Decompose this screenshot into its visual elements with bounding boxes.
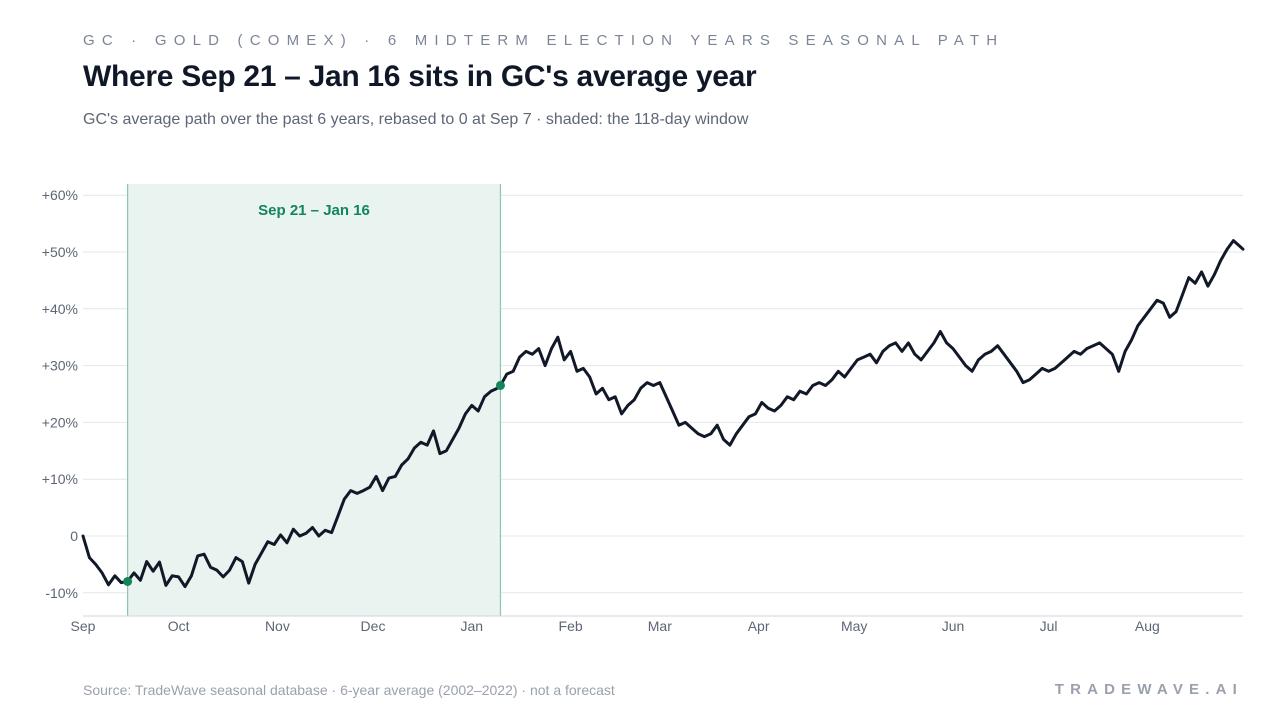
y-tick-label: +60% xyxy=(42,187,78,203)
window-label: Sep 21 – Jan 16 xyxy=(258,202,370,219)
chart-title: Where Sep 21 – Jan 16 sits in GC's avera… xyxy=(83,60,757,93)
x-tick-label: Jun xyxy=(942,618,965,634)
y-tick-label: +40% xyxy=(42,301,78,317)
x-tick-label: Aug xyxy=(1135,618,1160,634)
y-tick-label: +30% xyxy=(42,358,78,374)
x-tick-label: Apr xyxy=(748,618,770,634)
chart-subtitle: GC's average path over the past 6 years,… xyxy=(83,111,749,128)
y-tick-label: 0 xyxy=(70,528,78,544)
x-tick-label: Mar xyxy=(648,618,672,634)
window-start-marker xyxy=(123,576,133,586)
y-tick-label: +10% xyxy=(42,471,78,487)
x-tick-label: Jul xyxy=(1040,618,1058,634)
brand-logo: TRADEWAVE.AI xyxy=(1054,681,1243,698)
x-tick-label: Dec xyxy=(361,618,386,634)
series-layer xyxy=(81,239,1245,589)
window-end-marker xyxy=(495,380,505,390)
highlight-window: Sep 21 – Jan 16 xyxy=(127,184,502,616)
y-tick-label: +50% xyxy=(42,244,78,260)
axes: +60% +50% +40% +30% +20% +10% 0 -10% Sep Oct Nov De… xyxy=(42,187,1243,634)
x-tick-label: Oct xyxy=(168,618,190,634)
source-note: Source: TradeWave seasonal database · 6-… xyxy=(83,682,615,698)
x-tick-label: Jan xyxy=(461,618,484,634)
x-tick-label: Feb xyxy=(559,618,583,634)
window-markers xyxy=(123,380,505,586)
y-tick-label: -10% xyxy=(45,585,78,601)
x-tick-label: May xyxy=(841,618,867,634)
x-tick-label: Nov xyxy=(265,618,290,634)
chart-eyebrow: GC · GOLD (COMEX) · 6 MIDTERM ELECTION Y… xyxy=(83,32,1005,49)
window-shading xyxy=(127,184,501,616)
series-line xyxy=(81,239,1245,589)
x-tick-label: Sep xyxy=(71,618,96,634)
y-tick-label: +20% xyxy=(42,414,78,430)
